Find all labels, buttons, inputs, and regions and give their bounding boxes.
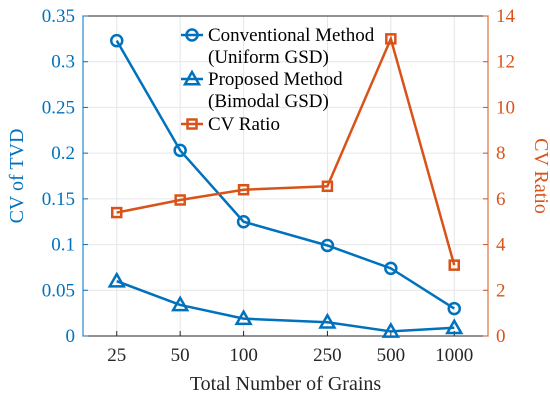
data-point <box>385 33 397 45</box>
right-axis: 0 2 4 6 8 10 12 14 <box>483 6 516 347</box>
legend-item-2: Proposed Method(Bimodal GSD) <box>181 69 343 112</box>
data-point <box>173 143 187 158</box>
x-axis: 25 50 100 250 500 1000 <box>107 331 473 366</box>
series-layer <box>107 33 464 338</box>
data-point <box>237 183 250 196</box>
right-axis-tick-label: 12 <box>496 52 515 73</box>
right-axis-tick-label: 10 <box>496 97 515 118</box>
legend-marker <box>182 69 202 86</box>
right-y-axis-label: CV Ratio <box>530 138 550 214</box>
left-axis-tick-label: 0.2 <box>51 143 75 164</box>
data-point <box>234 309 253 326</box>
legend: Conventional Method(Uniform GSD)Proposed… <box>181 25 375 135</box>
left-axis-tick-label: 0.3 <box>51 52 75 73</box>
series-line <box>116 279 455 333</box>
x-axis-tick-label: 50 <box>171 345 190 366</box>
left-axis-tick-label: 0.15 <box>42 189 75 210</box>
data-point <box>318 312 337 329</box>
right-axis-tick-label: 8 <box>496 143 506 164</box>
data-point <box>320 238 335 253</box>
data-point <box>174 194 186 206</box>
legend-marker <box>185 28 199 42</box>
legend-label: CV Ratio <box>208 114 280 135</box>
legend-label: (Uniform GSD) <box>208 47 329 68</box>
data-point <box>321 180 334 193</box>
data-point <box>447 301 461 316</box>
data-point <box>381 321 400 338</box>
right-axis-tick-label: 14 <box>496 6 516 27</box>
x-axis-tick-label: 250 <box>313 345 342 366</box>
series-2 <box>107 271 464 338</box>
series-3 <box>111 33 460 271</box>
x-axis-tick-label: 500 <box>377 345 406 366</box>
legend-label: (Bimodal GSD) <box>208 91 329 112</box>
x-axis-tick-label: 1000 <box>435 345 473 366</box>
legend-item-3: CV Ratio <box>181 114 280 135</box>
left-y-axis-label: CV of TVD <box>6 129 28 224</box>
x-axis-label: Total Number of Grains <box>190 373 382 395</box>
right-axis-tick-label: 2 <box>496 280 506 301</box>
right-axis-tick-label: 4 <box>496 235 506 256</box>
legend-label: Conventional Method <box>208 25 375 46</box>
data-point <box>445 318 464 335</box>
series-1 <box>110 33 461 316</box>
x-axis-tick-label: 100 <box>229 345 258 366</box>
data-point <box>384 261 398 276</box>
data-point <box>111 206 123 219</box>
x-axis-tick-label: 25 <box>107 345 126 366</box>
grid <box>83 15 488 337</box>
data-point <box>107 271 126 288</box>
left-axis-tick-label: 0.1 <box>51 235 75 256</box>
legend-marker <box>186 118 198 130</box>
data-point <box>171 295 190 312</box>
right-axis-tick-label: 6 <box>496 189 506 210</box>
series-line <box>116 35 456 266</box>
data-point <box>236 214 251 229</box>
left-axis-tick-label: 0 <box>66 326 76 347</box>
left-axis-tick-label: 0.05 <box>42 280 75 301</box>
legend-item-1: Conventional Method(Uniform GSD) <box>181 25 375 68</box>
legend-label: Proposed Method <box>208 69 343 90</box>
series-line <box>115 40 455 310</box>
data-point <box>110 33 124 48</box>
left-axis-tick-label: 0.25 <box>42 97 75 118</box>
left-axis-tick-label: 0.35 <box>42 6 75 27</box>
left-axis: 0 0.05 0.1 0.15 0.2 0.25 0.3 0.35 <box>42 6 88 347</box>
right-axis-tick-label: 0 <box>496 326 506 347</box>
data-point <box>448 259 460 271</box>
